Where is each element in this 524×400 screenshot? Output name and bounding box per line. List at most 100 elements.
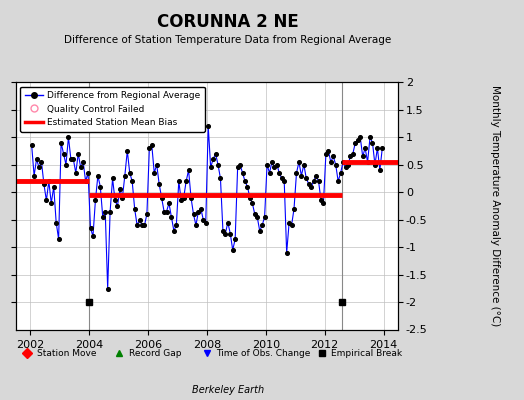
Point: [150, 170, 158, 176]
Point: [341, 164, 350, 171]
Point: [231, 236, 239, 242]
Point: [234, 164, 242, 171]
Point: [177, 197, 185, 204]
Point: [113, 203, 122, 209]
Point: [282, 250, 291, 256]
Point: [54, 236, 63, 242]
Point: [81, 178, 90, 184]
Point: [167, 214, 176, 220]
Point: [37, 159, 46, 165]
Text: Time of Obs. Change: Time of Obs. Change: [216, 348, 311, 358]
Point: [204, 123, 212, 129]
Point: [243, 184, 252, 190]
Point: [307, 184, 315, 190]
Point: [192, 222, 200, 228]
Point: [77, 164, 85, 171]
Point: [226, 230, 234, 237]
Point: [189, 211, 198, 218]
Point: [133, 222, 141, 228]
Point: [219, 228, 227, 234]
Point: [373, 145, 381, 151]
Point: [378, 145, 387, 151]
Point: [228, 247, 237, 253]
Point: [339, 159, 347, 165]
Point: [354, 137, 362, 143]
Point: [346, 153, 355, 160]
Point: [376, 167, 384, 173]
Point: [199, 216, 208, 223]
Point: [319, 200, 328, 206]
Point: [86, 225, 95, 231]
Text: CORUNNA 2 NE: CORUNNA 2 NE: [157, 13, 299, 31]
Point: [32, 156, 41, 162]
Point: [143, 211, 151, 218]
Legend: Difference from Regional Average, Quality Control Failed, Estimated Station Mean: Difference from Regional Average, Qualit…: [20, 86, 205, 132]
Text: Record Gap: Record Gap: [128, 348, 181, 358]
Point: [236, 162, 244, 168]
Point: [265, 170, 274, 176]
Text: Empirical Break: Empirical Break: [331, 348, 402, 358]
Point: [196, 206, 205, 212]
Point: [238, 170, 247, 176]
Point: [324, 148, 333, 154]
Point: [221, 230, 230, 237]
Point: [368, 140, 377, 146]
Point: [52, 219, 60, 226]
Point: [57, 140, 66, 146]
Point: [116, 186, 124, 193]
Point: [140, 222, 149, 228]
Point: [148, 142, 156, 148]
Point: [302, 175, 311, 182]
Y-axis label: Monthly Temperature Anomaly Difference (°C): Monthly Temperature Anomaly Difference (…: [490, 85, 500, 327]
Point: [123, 148, 132, 154]
Point: [184, 167, 193, 173]
Point: [358, 153, 367, 160]
Point: [211, 150, 220, 157]
Point: [94, 172, 102, 179]
Point: [47, 200, 56, 206]
Point: [155, 181, 163, 187]
Point: [99, 214, 107, 220]
Point: [336, 170, 345, 176]
Point: [59, 150, 68, 157]
Point: [322, 150, 330, 157]
Point: [344, 162, 352, 168]
Point: [256, 228, 264, 234]
Point: [356, 134, 364, 140]
Point: [258, 222, 266, 228]
Point: [152, 162, 161, 168]
Point: [180, 194, 188, 201]
Point: [69, 156, 78, 162]
Point: [224, 219, 232, 226]
Point: [174, 178, 183, 184]
Point: [209, 156, 217, 162]
Point: [182, 178, 190, 184]
Point: [160, 208, 168, 215]
Point: [270, 164, 279, 171]
Point: [145, 145, 154, 151]
Point: [101, 208, 110, 215]
Point: [310, 178, 318, 184]
Point: [106, 208, 114, 215]
Point: [366, 134, 374, 140]
Point: [50, 184, 58, 190]
Point: [130, 206, 139, 212]
Point: [170, 228, 178, 234]
Point: [128, 178, 136, 184]
Point: [334, 178, 342, 184]
Point: [89, 233, 97, 240]
Text: -2.5: -2.5: [405, 325, 427, 335]
Point: [172, 222, 180, 228]
Point: [165, 200, 173, 206]
Point: [292, 170, 301, 176]
Text: Station Move: Station Move: [37, 348, 96, 358]
Point: [111, 197, 119, 204]
Point: [351, 140, 359, 146]
Point: [67, 156, 75, 162]
Point: [135, 216, 144, 223]
Point: [216, 175, 225, 182]
Point: [30, 172, 38, 179]
Point: [363, 159, 372, 165]
Point: [278, 175, 286, 182]
Point: [157, 194, 166, 201]
